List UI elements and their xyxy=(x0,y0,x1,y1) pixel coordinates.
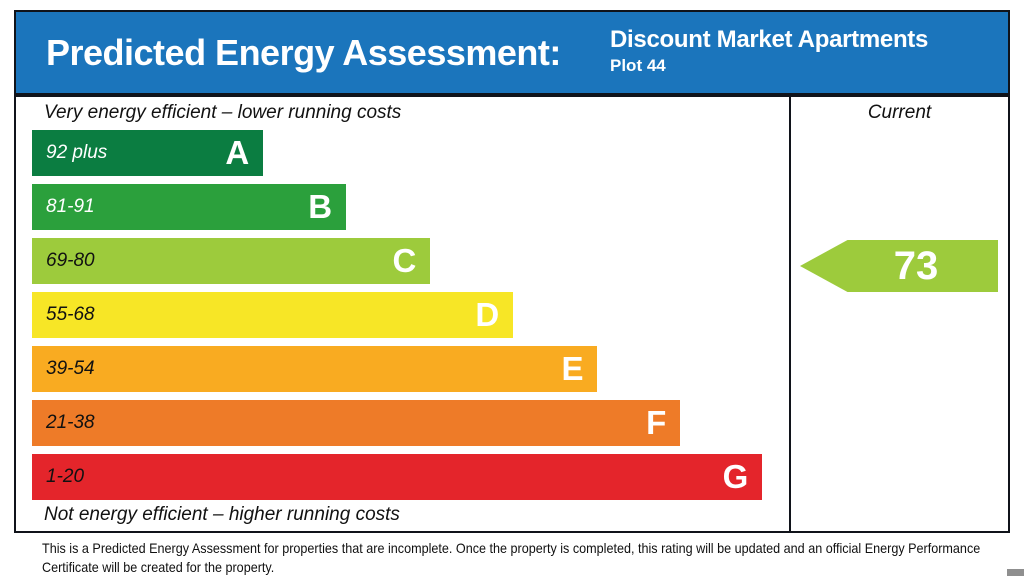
band-row-g: 1-20 G xyxy=(32,454,778,500)
band-range-label: 21-38 xyxy=(46,412,95,433)
band-letter-label: F xyxy=(646,404,667,441)
band-row-e: 39-54 E xyxy=(32,346,778,392)
plot-number: Plot 44 xyxy=(610,56,666,75)
band-range-label: 55-68 xyxy=(46,304,95,325)
band-letter-label: G xyxy=(722,458,749,495)
rating-band-d: 55-68 D xyxy=(32,292,514,338)
current-rating-column: Current 73 xyxy=(791,97,1008,531)
band-letter-label: B xyxy=(308,188,333,225)
band-letter-label: E xyxy=(561,350,584,387)
band-letter-label: D xyxy=(475,296,500,333)
property-name: Discount Market Apartments xyxy=(610,26,929,53)
band-letter-label: A xyxy=(225,134,250,171)
band-row-d: 55-68 D xyxy=(32,292,778,338)
rating-band-c: 69-80 C xyxy=(32,238,431,284)
page-title: Predicted Energy Assessment: xyxy=(46,31,561,73)
band-row-c: 69-80 C xyxy=(32,238,778,284)
rating-band-e: 39-54 E xyxy=(32,346,598,392)
rating-bands: 92 plus A 81-91 B 69-80 C 55-68 D 39-54 E 21-38 F 1-… xyxy=(32,130,778,508)
rating-band-f: 21-38 F xyxy=(32,400,681,446)
property-block: Discount Market Apartments Plot 44 xyxy=(610,26,928,76)
column-divider xyxy=(789,97,791,531)
efficiency-caption-top: Very energy efficient – lower running co… xyxy=(44,102,402,123)
band-row-a: 92 plus A xyxy=(32,130,778,176)
current-rating-arrow-icon: 73 xyxy=(800,240,998,292)
band-letter-label: C xyxy=(392,242,417,279)
band-range-label: 81-91 xyxy=(46,196,95,217)
rating-band-b: 81-91 B xyxy=(32,184,347,230)
band-row-b: 81-91 B xyxy=(32,184,778,230)
current-rating-value: 73 xyxy=(893,243,939,288)
current-column-header: Current xyxy=(867,102,932,123)
header-banner: Predicted Energy Assessment: Discount Ma… xyxy=(14,10,1010,95)
rating-band-g: 1-20 G xyxy=(32,454,763,500)
epc-rating-chart: Very energy efficient – lower running co… xyxy=(14,95,1010,533)
band-range-label: 39-54 xyxy=(46,358,95,379)
band-row-f: 21-38 F xyxy=(32,400,778,446)
corner-artifact xyxy=(1007,569,1024,576)
band-range-label: 1-20 xyxy=(46,466,85,487)
efficiency-caption-bottom: Not energy efficient – higher running co… xyxy=(44,504,400,525)
band-range-label: 92 plus xyxy=(46,142,108,163)
band-range-label: 69-80 xyxy=(46,250,95,271)
disclaimer-text: This is a Predicted Energy Assessment fo… xyxy=(42,540,981,575)
rating-band-a: 92 plus A xyxy=(32,130,264,176)
